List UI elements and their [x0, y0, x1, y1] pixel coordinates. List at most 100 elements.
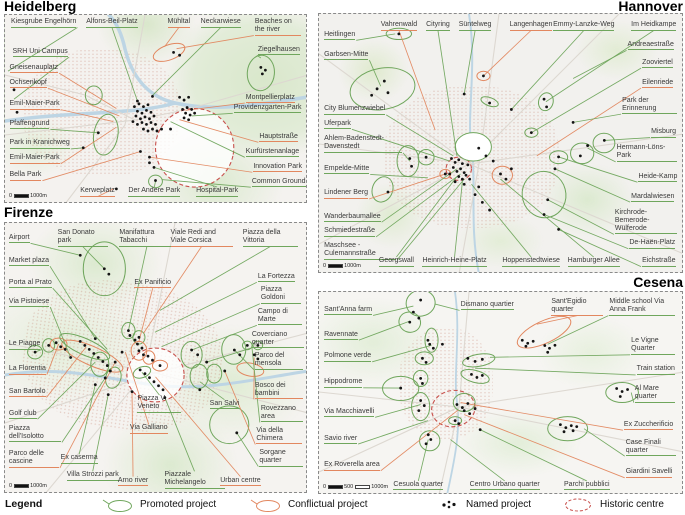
label-connector: [251, 346, 261, 423]
label-connector: [547, 315, 609, 345]
label-connector: [536, 87, 642, 157]
label-connector: [153, 166, 218, 188]
map-label: Hauptstraße: [259, 133, 298, 143]
named-project-dot: [235, 431, 239, 435]
scale-segment: [13, 483, 29, 489]
named-project-dot: [149, 121, 153, 124]
map-label: Market plaza: [8, 257, 49, 267]
promoted-project-ellipse: [84, 85, 103, 106]
named-project-dot: [133, 105, 136, 109]
named-project-dot: [468, 412, 472, 416]
named-project-dot: [475, 376, 479, 379]
named-project-dot: [137, 335, 141, 339]
map-label: Eilenriede: [642, 79, 674, 89]
named-project-dot: [542, 97, 546, 101]
named-project-dot: [421, 356, 424, 360]
label-connector: [50, 128, 99, 134]
map-label: Eichstraße: [642, 257, 676, 267]
label-connector: [191, 112, 233, 117]
label-connector: [437, 30, 458, 156]
named-project-dot: [457, 158, 461, 162]
named-project-dot: [160, 127, 163, 131]
map-label: Piazza dell'Isolotto: [8, 425, 61, 443]
legend-item-label: Conflictual project: [288, 499, 368, 510]
named-project-dot: [146, 103, 150, 107]
named-project-dot: [386, 91, 390, 95]
legend-item-historic: Historic centre: [562, 495, 664, 514]
map-label: San Bartolo: [8, 388, 46, 398]
named-project-dot: [142, 105, 145, 109]
label-connector: [46, 346, 87, 398]
promoted-project-ellipse: [549, 150, 569, 165]
named-project-dot: [148, 161, 151, 165]
promoted-project-ellipse: [132, 365, 152, 379]
named-project-dot: [232, 348, 236, 352]
map-label: Langenhagen: [509, 21, 553, 31]
label-connector: [417, 439, 429, 482]
named-project-dot: [148, 117, 151, 121]
label-connector: [375, 173, 461, 238]
named-project-dot: [136, 99, 139, 103]
label-connector: [59, 361, 116, 469]
named-project-dot: [424, 155, 428, 159]
label-connector: [153, 181, 156, 188]
map-label: Zooviertel: [642, 59, 673, 69]
named-project-dot: [142, 353, 145, 357]
label-connector: [111, 27, 138, 102]
promoted-project-ellipse: [27, 344, 44, 360]
label-connector: [545, 30, 654, 103]
promoted-project-ellipse: [385, 27, 413, 41]
named-project-dot: [140, 346, 144, 350]
map-label: Ziegelhausen: [257, 46, 300, 56]
label-connector: [161, 303, 261, 348]
map-canvas: [5, 223, 306, 492]
named-project-dot: [187, 118, 191, 122]
map-label: Park in Kranichweg: [9, 139, 70, 149]
named-project-dot: [468, 177, 472, 181]
named-project-dot: [520, 338, 524, 342]
named-project-dot: [473, 359, 477, 363]
named-project-dots-icon: [442, 500, 456, 509]
named-project-dot: [178, 95, 181, 99]
label-connector: [199, 381, 225, 401]
label-connector: [369, 60, 382, 87]
conflictual-project-ellipse: [476, 70, 491, 82]
road: [5, 74, 306, 136]
label-connector: [358, 420, 429, 445]
label-connector: [435, 303, 460, 311]
map-label: Hospital-Park: [196, 187, 239, 197]
named-project-dot: [128, 334, 132, 337]
named-project-dot: [182, 116, 186, 120]
promoted-project-ellipse: [605, 381, 639, 404]
label-connector: [398, 30, 436, 131]
named-project-dot: [524, 344, 528, 348]
promoted-project-ellipse: [405, 292, 436, 317]
named-project-dot: [441, 342, 444, 346]
named-project-dot: [223, 369, 227, 373]
named-project-dot: [543, 344, 547, 347]
named-project-dot: [134, 114, 138, 118]
conflictual-project-ellipse: [491, 165, 513, 185]
map-label: Hermann-Löns-Park: [616, 144, 677, 162]
map-panel-firenze: San Donato park Manifattura Tabacchi Viale…: [4, 222, 307, 493]
map-title-cesena: Cesena: [633, 274, 683, 290]
named-project-dot: [139, 117, 142, 121]
named-project-dot: [562, 430, 566, 434]
label-connector: [479, 429, 587, 482]
map-label: Dismano quartier: [460, 301, 514, 311]
label-connector: [489, 354, 631, 358]
named-project-dot: [422, 404, 426, 407]
label-connector: [13, 56, 70, 100]
promoted-project-ellipse: [480, 96, 499, 108]
named-project-dot: [87, 348, 91, 351]
label-connector: [396, 178, 465, 261]
named-project-dot: [424, 360, 428, 364]
map-label: Common Ground: [251, 178, 306, 188]
map-label: Emmy-Lanzke-Weg: [553, 21, 615, 31]
promoted-project-ellipse: [411, 392, 431, 422]
named-project-dot: [478, 428, 482, 432]
label-connector: [78, 384, 96, 455]
road: [319, 406, 682, 473]
named-project-dot: [158, 364, 162, 367]
legend-item-promoted: Promoted project: [100, 495, 216, 514]
